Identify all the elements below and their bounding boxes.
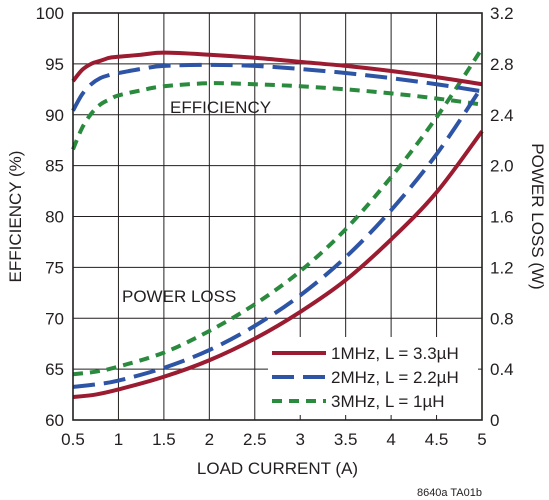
y2-tick-label: 0 xyxy=(490,411,499,430)
y-tick-label: 90 xyxy=(45,106,64,125)
x-tick-label: 1.5 xyxy=(152,430,176,449)
y2-tick-label: 1.6 xyxy=(490,208,514,227)
y-tick-label: 75 xyxy=(45,258,64,277)
x-tick-label: 4 xyxy=(386,430,395,449)
data-curves xyxy=(71,47,484,400)
y-tick-labels: 60 65 70 75 80 85 90 95 100 xyxy=(36,4,64,430)
y-tick-label: 65 xyxy=(45,360,64,379)
efficiency-curve-3 xyxy=(71,81,483,151)
legend-label-1: 1MHz, L = 3.3µH xyxy=(331,344,459,363)
x-tick-label: 4.5 xyxy=(425,430,449,449)
y2-tick-label: 2.8 xyxy=(490,55,514,74)
y2-axis-label: POWER LOSS (W) xyxy=(528,143,547,289)
x-tick-label: 1 xyxy=(114,430,123,449)
y2-tick-labels: 0 0.4 0.8 1.2 1.6 2.0 2.4 2.8 3.2 xyxy=(490,4,514,430)
y-tick-label: 80 xyxy=(45,208,64,227)
x-tick-label: 3 xyxy=(295,430,304,449)
y2-tick-label: 2.0 xyxy=(490,157,514,176)
y2-tick-label: 0.8 xyxy=(490,309,514,328)
legend: 1MHz, L = 3.3µH 2MHz, L = 2.2µH 3MHz, L = … xyxy=(272,344,459,411)
y-tick-label: 95 xyxy=(45,55,64,74)
y2-tick-label: 2.4 xyxy=(490,106,514,125)
x-tick-labels: 0.5 1 1.5 2 2.5 3 3.5 4 4.5 5 xyxy=(61,430,487,449)
efficiency-curve-2 xyxy=(71,62,483,112)
legend-label-2: 2MHz, L = 2.2µH xyxy=(331,368,459,387)
y-tick-label: 100 xyxy=(36,4,64,23)
x-tick-label: 2.5 xyxy=(243,430,267,449)
plot-frame xyxy=(72,12,483,421)
legend-label-3: 3MHz, L = 1µH xyxy=(331,392,445,411)
x-tick-label: 0.5 xyxy=(61,430,85,449)
y2-tick-label: 1.2 xyxy=(490,258,514,277)
efficiency-annotation: EFFICIENCY xyxy=(170,98,271,117)
grid-lines xyxy=(73,13,482,420)
x-tick-label: 2 xyxy=(205,430,214,449)
efficiency-curve-1 xyxy=(71,50,483,87)
power-loss-curve-2 xyxy=(72,85,484,389)
x-tick-label: 5 xyxy=(477,430,486,449)
y-tick-label: 60 xyxy=(45,411,64,430)
x-axis-label: LOAD CURRENT (A) xyxy=(197,459,358,478)
y-axis-label: EFFICIENCY (%) xyxy=(6,151,25,283)
y2-tick-label: 3.2 xyxy=(490,4,514,23)
power-loss-curve-1 xyxy=(72,130,484,400)
y2-tick-label: 0.4 xyxy=(490,360,514,379)
figure-reference: 8640a TA01b xyxy=(417,487,482,499)
power-loss-curve-3 xyxy=(72,47,484,377)
x-tick-label: 3.5 xyxy=(334,430,358,449)
power-loss-annotation: POWER LOSS xyxy=(122,287,236,306)
y-tick-label: 85 xyxy=(45,157,64,176)
y-tick-label: 70 xyxy=(45,309,64,328)
